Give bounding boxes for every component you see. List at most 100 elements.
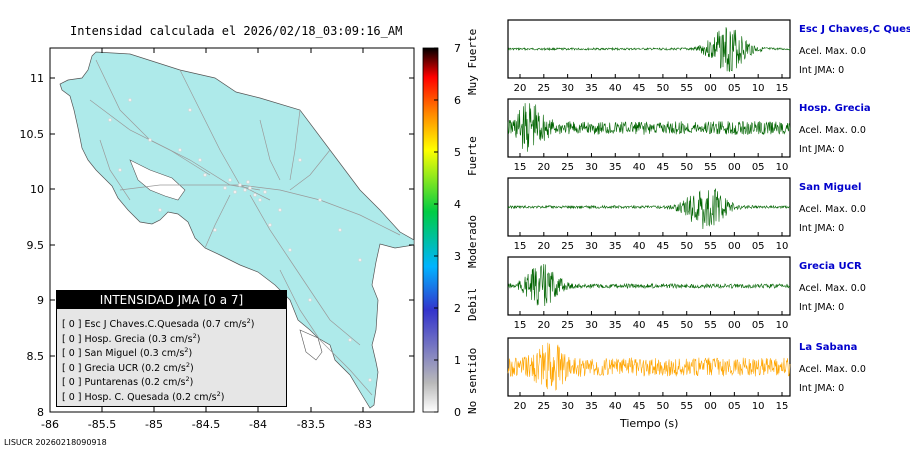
intensity-category-label: No sentido	[466, 347, 479, 414]
time-tick-label: 40	[609, 83, 622, 94]
seismogram-panel: 20 25 30 35 40 45 50 55 00 05 10 15	[507, 19, 791, 94]
station-name: La Sabana	[799, 342, 858, 353]
time-tick-label: 35	[609, 241, 622, 252]
station-intensity: Int JMA: 0	[799, 223, 845, 234]
station-dot	[298, 158, 302, 162]
time-tick-label: 25	[537, 83, 550, 94]
seismogram-panels: 20 25 30 35 40 45 50 55 00 05 10 15 15 20 25 30 35 40 45 50…	[507, 19, 791, 412]
station-dot	[198, 158, 202, 162]
x-tick-label: -83.5	[297, 418, 325, 431]
station-dot	[238, 183, 242, 187]
legend-station: Esc J Chaves.C.Quesada	[84, 319, 203, 331]
time-tick-label: 25	[561, 241, 574, 252]
time-tick-label: 10	[776, 320, 789, 331]
time-tick-label: 05	[752, 320, 765, 331]
legend-entry: [ 0 ] Hosp. Grecia (0.3 cm/s2)	[62, 331, 201, 345]
time-tick-label: 10	[776, 162, 789, 173]
station-name: Hosp. Grecia	[799, 103, 871, 114]
legend-intensity: [ 0 ]	[62, 348, 85, 360]
legend-station: Hosp. Grecia	[84, 333, 149, 345]
x-tick-label: -84	[249, 418, 267, 431]
station-intensity: Int JMA: 0	[799, 65, 845, 76]
station-dot	[148, 138, 152, 142]
time-tick-label: 20	[514, 401, 527, 412]
station-markers	[108, 98, 372, 382]
station-dot	[223, 186, 227, 190]
station-dot	[368, 378, 372, 382]
time-tick-label: 45	[633, 83, 646, 94]
time-tick-label: 05	[728, 83, 741, 94]
legend-accel: (0.3 cm/s	[139, 348, 185, 360]
y-tick-label: 10.5	[20, 128, 45, 141]
time-tick-label: 00	[704, 83, 717, 94]
station-intensity: Int JMA: 0	[799, 383, 845, 394]
colorbar-tick-label: 6	[454, 94, 461, 107]
costa-rica-landmass	[59, 51, 415, 409]
time-tick-label: 35	[585, 401, 598, 412]
seismogram-panel: 15 20 25 30 35 40 45 50 55 00 05 10	[507, 256, 791, 331]
station-name: Grecia UCR	[799, 261, 862, 272]
time-tick-label: 35	[585, 83, 598, 94]
time-tick-label: 15	[776, 401, 789, 412]
time-tick-label: 40	[633, 162, 646, 173]
map-title: Intensidad calculada el 2026/02/18_03:09…	[70, 24, 403, 38]
gulf-of-nicoya	[129, 159, 186, 201]
legend-entry: [ 0 ] Esc J Chaves.C.Quesada (0.7 cm/s2)	[62, 317, 255, 331]
legend-station: San Miguel	[84, 348, 140, 360]
colorbar-tick-label: 0	[454, 406, 461, 419]
time-tick-label: 00	[728, 241, 741, 252]
station-max-accel: Acel. Max. 0.0	[799, 46, 866, 57]
time-tick-label: 00	[704, 401, 717, 412]
time-tick-label: 35	[609, 320, 622, 331]
time-tick-label: 25	[537, 401, 550, 412]
station-dot	[348, 338, 352, 342]
road-network	[89, 59, 401, 396]
time-tick-label: 50	[680, 162, 693, 173]
colorbar-tick-label: 3	[454, 250, 461, 263]
station-dot	[118, 168, 122, 172]
map-axes: -86 -85.5 -85 -84.5 -84 -83.5 -83 11 10.5 10 9.5 9 8…	[20, 48, 414, 431]
x-tick-label: -83	[354, 418, 372, 431]
station-dot	[213, 228, 217, 232]
y-tick-label: 8.5	[27, 350, 45, 363]
time-tick-label: 50	[680, 320, 693, 331]
time-tick-label: 15	[514, 241, 527, 252]
time-tick-label: 15	[776, 83, 789, 94]
seismogram-panel: 15 20 25 30 35 40 45 50 55 00 05 10	[507, 177, 791, 252]
legend-station: Grecia UCR	[84, 362, 142, 374]
legend-entry: [ 0 ] Hosp. C. Quesada (0.2 cm/s2)	[62, 389, 225, 404]
time-tick-label: 05	[752, 241, 765, 252]
x-tick-label: -85	[145, 418, 163, 431]
station-name: Esc J Chaves,C Quesada	[799, 24, 910, 35]
time-tick-label: 05	[728, 401, 741, 412]
time-tick-label: 30	[585, 320, 598, 331]
colorbar-tick-label: 4	[454, 198, 461, 211]
time-tick-label: 45	[657, 162, 670, 173]
time-tick-label: 05	[752, 162, 765, 173]
time-tick-label: 45	[657, 241, 670, 252]
time-tick-label: 30	[561, 83, 574, 94]
legend-entry: [ 0 ] San Miguel (0.3 cm/s2)	[62, 346, 193, 360]
station-intensity: Int JMA: 0	[799, 144, 845, 155]
y-tick-label: 9.5	[27, 239, 45, 252]
time-tick-label: 20	[537, 162, 550, 173]
time-tick-label: 35	[609, 162, 622, 173]
legend-station: Puntarenas	[84, 377, 142, 389]
legend-accel: (0.2 cm/s	[141, 377, 186, 389]
waveform-trace	[507, 27, 791, 73]
time-tick-label: 10	[776, 241, 789, 252]
time-tick-label: 10	[752, 401, 765, 412]
x-tick-label: -85.5	[88, 418, 116, 431]
time-tick-label: 40	[633, 320, 646, 331]
station-max-accel: Acel. Max. 0.0	[799, 364, 866, 375]
station-dot	[268, 223, 272, 227]
legend-intensity: [ 0 ]	[62, 319, 85, 331]
legend-accel: (0.7 cm/s	[202, 319, 247, 331]
station-dot	[246, 180, 250, 184]
colorbar-tick-label: 1	[454, 354, 461, 367]
station-dot	[188, 108, 192, 112]
time-tick-label: 10	[752, 83, 765, 94]
legend-intensity: [ 0 ]	[62, 377, 85, 389]
seismogram-panel: 20 25 30 35 40 45 50 55 00 05 10 15	[507, 337, 791, 412]
legend-accel: (0.2 cm/s	[141, 362, 186, 374]
